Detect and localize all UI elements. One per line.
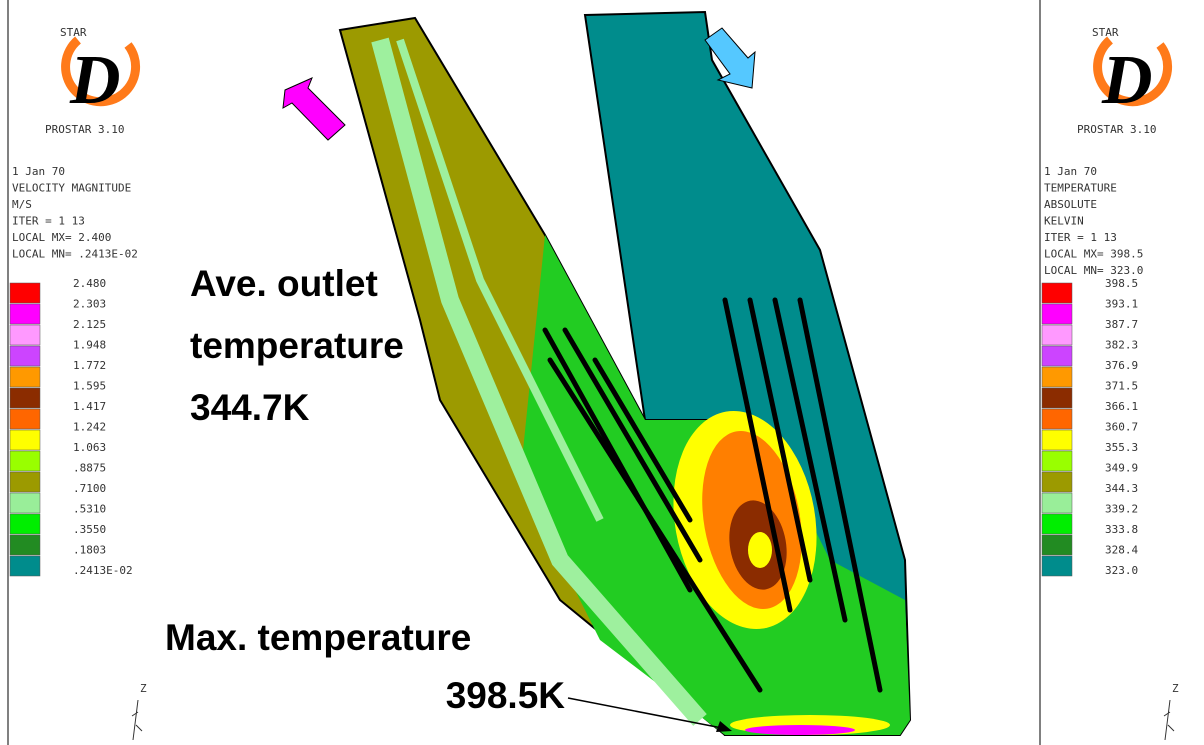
legend-swatch <box>1042 514 1072 534</box>
legend-label: 2.480 <box>73 277 106 290</box>
legend-label: 1.948 <box>73 339 106 352</box>
legend-label: 376.9 <box>1105 359 1138 372</box>
legend-label: 360.7 <box>1105 421 1138 434</box>
legend-swatch <box>10 514 40 534</box>
legend-label: 393.1 <box>1105 298 1138 311</box>
legend-swatch <box>1042 346 1072 366</box>
legend-label: 2.125 <box>73 318 106 331</box>
legend-swatch <box>1042 367 1072 387</box>
logo-letter: D <box>69 42 121 119</box>
hot-zone <box>748 532 772 568</box>
legend-swatch <box>1042 409 1072 429</box>
legend-swatch <box>1042 388 1072 408</box>
legend-label: 344.3 <box>1105 482 1138 495</box>
info-line: TEMPERATURE <box>1044 182 1117 195</box>
legend-swatch <box>10 367 40 387</box>
legend-label: 371.5 <box>1105 380 1138 393</box>
legend-swatch <box>10 430 40 450</box>
annotation: Max. temperature <box>165 617 471 658</box>
legend-swatch <box>10 346 40 366</box>
info-line: ITER = 1 13 <box>1044 231 1117 244</box>
hot-zone <box>745 725 855 735</box>
info-line: ITER = 1 13 <box>12 215 85 228</box>
legend-label: 382.3 <box>1105 339 1138 352</box>
legend-swatch <box>10 304 40 324</box>
legend-swatch <box>10 451 40 471</box>
legend-label: 1.595 <box>73 380 106 393</box>
legend-label: 333.8 <box>1105 523 1138 536</box>
info-line: 1 Jan 70 <box>1044 165 1097 178</box>
legend-swatch <box>1042 493 1072 513</box>
legend-label: 355.3 <box>1105 441 1138 454</box>
legend-swatch <box>1042 472 1072 492</box>
axis-label: Z <box>1172 682 1179 695</box>
version: PROSTAR 3.10 <box>45 123 124 136</box>
legend-swatch <box>10 472 40 492</box>
annotation: 344.7K <box>190 387 310 428</box>
legend-swatch <box>1042 535 1072 555</box>
logo-top: STAR <box>1092 26 1119 39</box>
legend-swatch <box>1042 556 1072 576</box>
legend-label: 349.9 <box>1105 462 1138 475</box>
legend-label: .1803 <box>73 544 106 557</box>
legend-label: 1.242 <box>73 421 106 434</box>
legend-label: .8875 <box>73 462 106 475</box>
info-line: M/S <box>12 198 32 211</box>
legend-label: .7100 <box>73 482 106 495</box>
legend-label: 2.303 <box>73 298 106 311</box>
logo-top: STAR <box>60 26 87 39</box>
legend-swatch <box>1042 304 1072 324</box>
info-line: 1 Jan 70 <box>12 165 65 178</box>
info-line: VELOCITY MAGNITUDE <box>12 182 131 195</box>
legend-swatch <box>10 535 40 555</box>
legend-swatch <box>1042 283 1072 303</box>
legend-swatch <box>10 388 40 408</box>
legend-swatch <box>10 493 40 513</box>
legend-label: 398.5 <box>1105 277 1138 290</box>
legend-label: 1.772 <box>73 359 106 372</box>
info-line: KELVIN <box>1044 215 1084 228</box>
screenshot: Ave. outlet temperature 344.7K Max. temp… <box>0 0 1204 745</box>
legend-swatch <box>1042 451 1072 471</box>
legend-label: 323.0 <box>1105 564 1138 577</box>
logo-letter: D <box>1101 42 1153 119</box>
version: PROSTAR 3.10 <box>1077 123 1156 136</box>
info-line: LOCAL MX= 398.5 <box>1044 248 1143 261</box>
info-line: LOCAL MN= .2413E-02 <box>12 248 138 261</box>
legend-swatch <box>10 556 40 576</box>
annotation: Ave. outlet <box>190 263 378 304</box>
legend-label: 339.2 <box>1105 503 1138 516</box>
annotation: temperature <box>190 325 404 366</box>
legend-label: .5310 <box>73 503 106 516</box>
legend-label: 387.7 <box>1105 318 1138 331</box>
legend-label: 1.063 <box>73 441 106 454</box>
legend-label: .2413E-02 <box>73 564 133 577</box>
legend-swatch <box>1042 430 1072 450</box>
legend-label: 1.417 <box>73 400 106 413</box>
legend-swatch <box>10 409 40 429</box>
legend-label: 328.4 <box>1105 544 1138 557</box>
legend-swatch <box>1042 325 1072 345</box>
info-line: LOCAL MN= 323.0 <box>1044 264 1143 277</box>
legend-swatch <box>10 283 40 303</box>
info-line: LOCAL MX= 2.400 <box>12 231 111 244</box>
annotation: 398.5K <box>446 675 566 716</box>
legend-label: 366.1 <box>1105 400 1138 413</box>
axis-label: Z <box>140 682 147 695</box>
legend-swatch <box>10 325 40 345</box>
legend-label: .3550 <box>73 523 106 536</box>
info-line: ABSOLUTE <box>1044 198 1097 211</box>
